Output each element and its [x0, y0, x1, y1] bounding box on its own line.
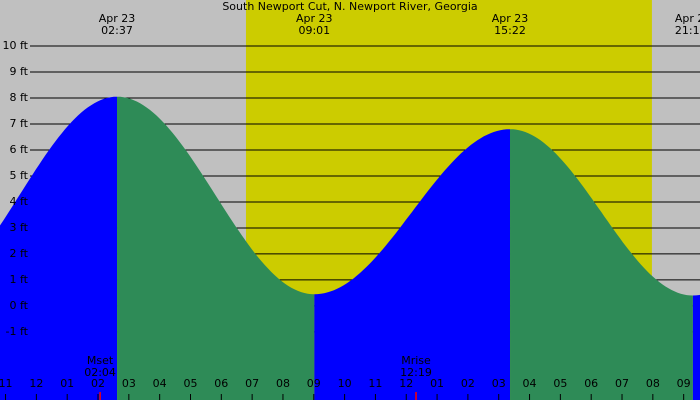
moon-label: Mset	[87, 354, 114, 367]
event-date: Apr 23	[492, 12, 529, 25]
x-tick-label: 08	[646, 377, 660, 390]
x-tick-label: 03	[492, 377, 506, 390]
x-tick-label: 01	[430, 377, 444, 390]
y-tick-label: 8 ft	[10, 91, 29, 104]
x-tick-label: 02	[91, 377, 105, 390]
moon-time: 02:04	[84, 366, 116, 379]
x-tick-label: 02	[461, 377, 475, 390]
x-tick-label: 06	[584, 377, 598, 390]
event-time: 15:22	[494, 24, 526, 37]
y-tick-label: 5 ft	[10, 169, 29, 182]
y-tick-label: 2 ft	[10, 247, 29, 260]
moon-label: Mrise	[401, 354, 431, 367]
event-time: 02:37	[101, 24, 133, 37]
x-tick-label: 06	[214, 377, 228, 390]
y-tick-label: -1 ft	[6, 325, 29, 338]
x-tick-label: 01	[60, 377, 74, 390]
x-tick-label: 08	[276, 377, 290, 390]
y-tick-label: 7 ft	[10, 117, 29, 130]
x-tick-label: 12	[29, 377, 43, 390]
event-date: Apr 23	[99, 12, 136, 25]
x-tick-label: 09	[307, 377, 321, 390]
event-date: Apr 23	[296, 12, 333, 25]
x-tick-label: 11	[0, 377, 13, 390]
x-tick-label: 09	[677, 377, 691, 390]
falling-tide-area	[117, 96, 315, 400]
event-time: 21:1	[675, 24, 700, 37]
x-tick-label: 05	[183, 377, 197, 390]
y-tick-label: 10 ft	[3, 39, 29, 52]
rising-tide-area	[692, 294, 700, 400]
y-tick-label: 1 ft	[10, 273, 29, 286]
x-tick-label: 03	[122, 377, 136, 390]
y-tick-label: 0 ft	[10, 299, 29, 312]
falling-tide-area	[510, 129, 693, 400]
x-tick-label: 11	[368, 377, 382, 390]
chart-title: South Newport Cut, N. Newport River, Geo…	[222, 0, 477, 13]
y-tick-label: 9 ft	[10, 65, 29, 78]
x-tick-label: 04	[153, 377, 167, 390]
event-time: 09:01	[298, 24, 330, 37]
rising-tide-area	[0, 96, 118, 400]
event-date: Apr 2	[675, 12, 700, 25]
x-tick-label: 12	[399, 377, 413, 390]
x-tick-label: 07	[615, 377, 629, 390]
y-tick-label: 3 ft	[10, 221, 29, 234]
y-tick-label: 4 ft	[10, 195, 29, 208]
moon-time: 12:19	[400, 366, 432, 379]
x-tick-label: 10	[338, 377, 352, 390]
x-tick-label: 04	[523, 377, 537, 390]
x-tick-label: 05	[553, 377, 567, 390]
y-tick-label: 6 ft	[10, 143, 29, 156]
x-tick-label: 07	[245, 377, 259, 390]
rising-tide-area	[314, 129, 511, 400]
